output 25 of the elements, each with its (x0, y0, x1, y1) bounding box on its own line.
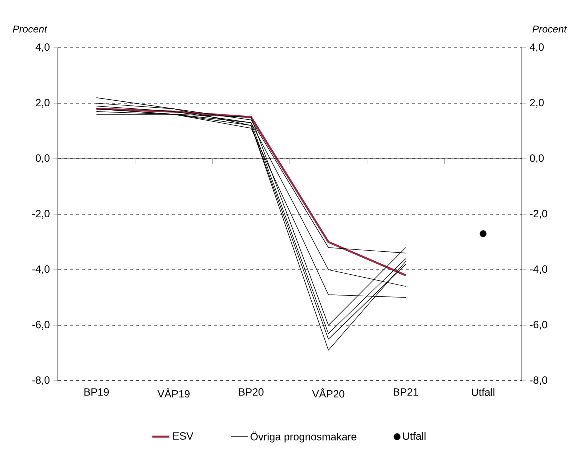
x-tick-label: VÅP19 (158, 388, 190, 398)
y2-axis-title: Procent (532, 26, 568, 33)
y-tick-label: -6,0 (32, 321, 50, 330)
y-tick-label: 2,0 (36, 99, 50, 108)
x-tick-label: Utfall (472, 388, 495, 396)
y2-tick-label: -8,0 (530, 376, 548, 386)
x-tick-label: VÅP20 (312, 388, 345, 398)
y2-tick-label: 2,0 (530, 99, 544, 108)
y2-tick-label: 0,0 (530, 154, 544, 164)
legend-label: Övriga prognosmakare (250, 432, 357, 443)
y2-tick-label: -4,0 (530, 266, 548, 274)
legend-label: Utfall (403, 432, 426, 440)
y-tick-label: -2,0 (32, 210, 50, 219)
x-tick-label: BP19 (84, 388, 110, 396)
x-tick-label: BP21 (394, 388, 418, 396)
y2-tick-label: 4,0 (530, 44, 544, 52)
y2-tick-label: -2,0 (530, 210, 548, 219)
y-tick-label: 4,0 (36, 44, 50, 52)
x-tick-label: BP20 (239, 388, 264, 396)
y-tick-label: -8,0 (32, 376, 50, 386)
legend-label: ESV (174, 432, 194, 440)
y-axis-title: Procent (13, 26, 48, 33)
y-tick-label: 0,0 (36, 154, 50, 164)
y2-tick-label: -6,0 (530, 321, 548, 330)
y-tick-label: -4,0 (32, 266, 50, 274)
